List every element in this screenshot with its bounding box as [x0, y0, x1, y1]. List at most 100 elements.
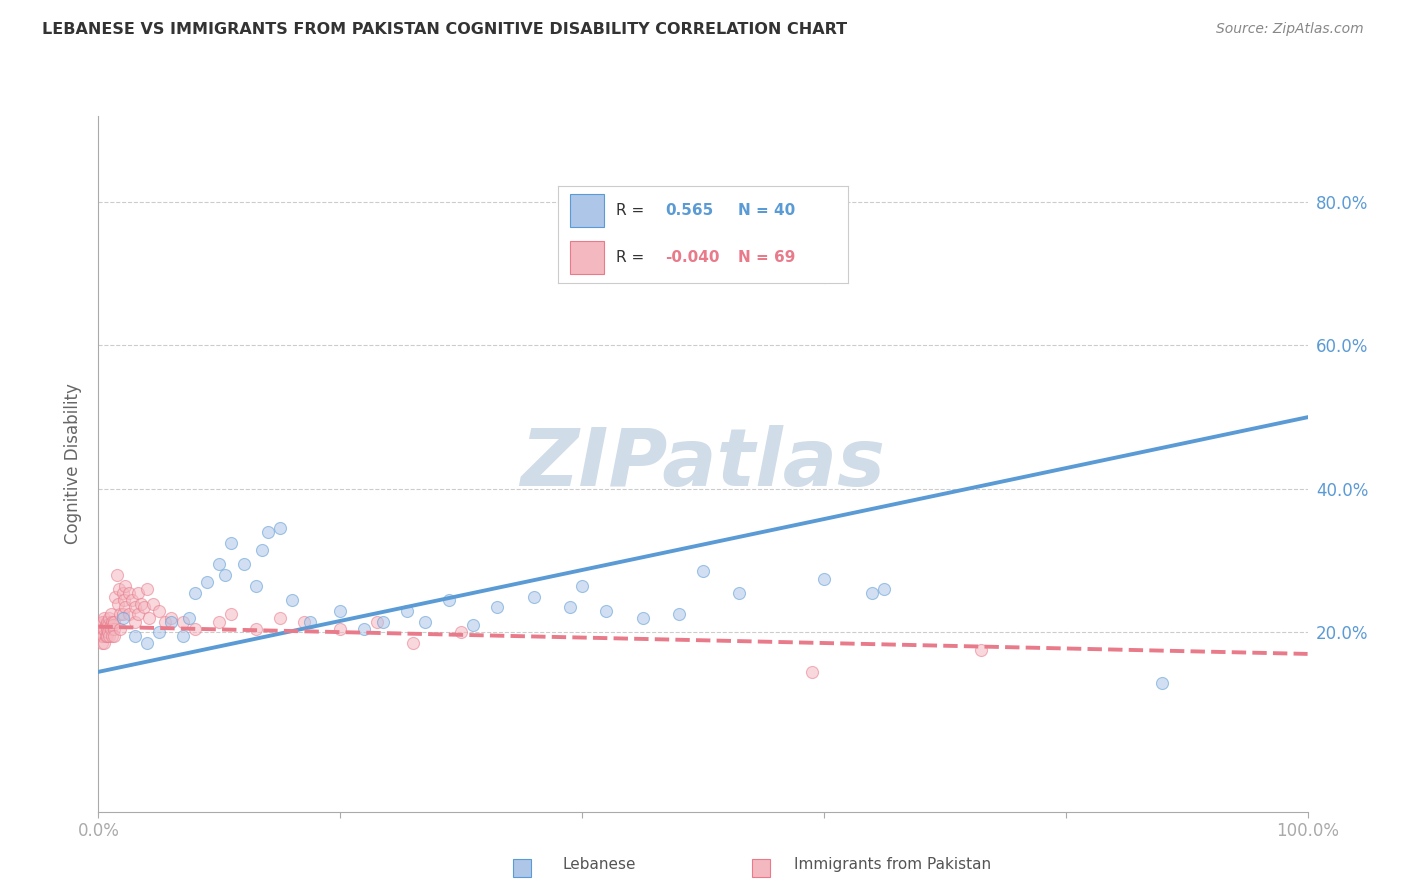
Point	[558, 600, 581, 615]
Point	[100, 622, 122, 636]
Text: R =: R =	[616, 203, 644, 219]
Point	[105, 568, 128, 582]
Point	[118, 607, 141, 622]
Point	[160, 611, 183, 625]
Text: ZIPatlas: ZIPatlas	[520, 425, 886, 503]
Point	[91, 615, 114, 629]
Point	[631, 611, 654, 625]
Point	[371, 615, 394, 629]
Point	[329, 604, 352, 618]
Point	[134, 600, 156, 615]
Point	[101, 618, 124, 632]
Text: -0.040: -0.040	[665, 250, 720, 265]
Point	[91, 615, 114, 629]
Point	[94, 618, 117, 632]
Text: N = 69: N = 69	[738, 250, 796, 265]
Point	[172, 615, 194, 629]
Point	[96, 615, 118, 629]
Point	[118, 586, 141, 600]
Point	[108, 582, 131, 597]
Point	[195, 575, 218, 590]
Point	[94, 629, 117, 643]
Point	[107, 597, 129, 611]
Point	[292, 615, 315, 629]
Point	[523, 590, 546, 604]
Point	[860, 586, 883, 600]
Point	[873, 582, 896, 597]
Point	[103, 629, 125, 643]
Point	[245, 622, 267, 636]
Point	[112, 593, 135, 607]
Point	[103, 615, 125, 629]
Point	[127, 607, 149, 622]
Point	[111, 611, 134, 625]
Text: Source: ZipAtlas.com: Source: ZipAtlas.com	[1216, 22, 1364, 37]
Point	[221, 607, 243, 622]
Point	[142, 597, 165, 611]
Point	[208, 615, 231, 629]
Point	[148, 625, 170, 640]
Point	[221, 535, 243, 549]
Point	[129, 597, 152, 611]
Point	[91, 625, 114, 640]
Point	[87, 625, 110, 640]
Point	[148, 604, 170, 618]
Point	[172, 629, 194, 643]
Text: LEBANESE VS IMMIGRANTS FROM PAKISTAN COGNITIVE DISABILITY CORRELATION CHART: LEBANESE VS IMMIGRANTS FROM PAKISTAN COG…	[42, 22, 848, 37]
Point	[728, 586, 751, 600]
Point	[692, 565, 714, 579]
Bar	[569, 241, 605, 274]
Point	[91, 636, 114, 650]
Point	[402, 636, 425, 650]
Point	[970, 643, 993, 657]
Point	[90, 618, 112, 632]
Point	[269, 611, 291, 625]
Point	[329, 622, 352, 636]
Point	[1152, 675, 1174, 690]
Point	[571, 579, 593, 593]
Point	[463, 618, 485, 632]
Point	[208, 558, 231, 572]
Y-axis label: Cognitive Disability: Cognitive Disability	[65, 384, 83, 544]
Point	[91, 629, 114, 643]
Point	[281, 593, 304, 607]
Point	[98, 611, 121, 625]
Point	[108, 607, 131, 622]
Point	[90, 629, 112, 643]
Point	[100, 607, 122, 622]
Point	[114, 600, 136, 615]
Point	[245, 579, 267, 593]
Text: N = 40: N = 40	[738, 203, 794, 219]
Point	[138, 611, 160, 625]
Text: R =: R =	[616, 250, 644, 265]
Point	[91, 622, 114, 636]
Point	[595, 604, 617, 618]
Point	[114, 579, 136, 593]
Point	[93, 622, 115, 636]
Point	[100, 618, 122, 632]
Point	[124, 629, 146, 643]
Point	[108, 622, 131, 636]
Text: Lebanese: Lebanese	[562, 857, 636, 872]
Text: 0.565: 0.565	[665, 203, 713, 219]
Point	[124, 600, 146, 615]
Point	[124, 615, 146, 629]
Point	[250, 542, 273, 557]
Point	[97, 625, 120, 640]
Point	[269, 521, 291, 535]
Point	[135, 636, 157, 650]
Point	[135, 582, 157, 597]
Point	[184, 586, 207, 600]
Point	[299, 615, 322, 629]
Point	[160, 615, 183, 629]
Point	[366, 615, 388, 629]
Point	[100, 615, 122, 629]
Point	[486, 600, 509, 615]
Point	[184, 622, 207, 636]
Bar	[569, 194, 605, 227]
Point	[121, 593, 143, 607]
Point	[111, 607, 134, 622]
Point	[214, 568, 236, 582]
Point	[800, 665, 823, 679]
Point	[96, 622, 118, 636]
